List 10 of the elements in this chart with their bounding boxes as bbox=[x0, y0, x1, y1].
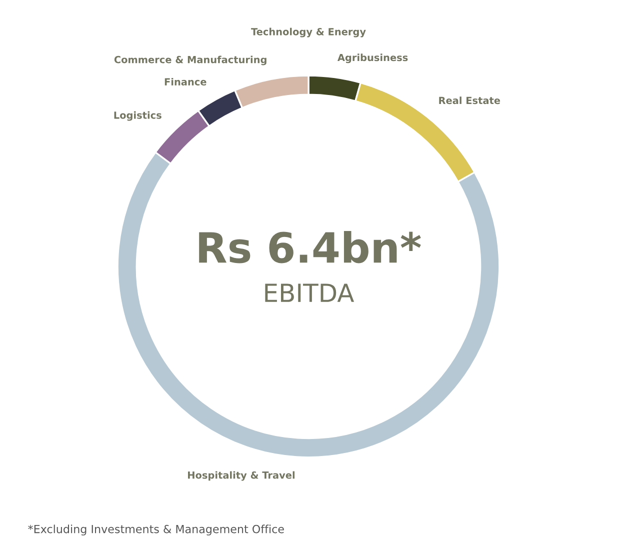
slice-label: Hospitality & Travel bbox=[188, 471, 294, 481]
text: Rs 6.4bn* bbox=[199, 230, 421, 264]
category-label: Technology & Energy bbox=[251, 28, 366, 38]
slice-label: Real Estate bbox=[439, 96, 500, 104]
slice-label: Commerce & Manufacturing bbox=[114, 56, 266, 66]
slice-label: Finance bbox=[164, 78, 206, 86]
text: *Excluding Investments & Management Office bbox=[28, 524, 284, 536]
text: EBITDA bbox=[265, 284, 354, 302]
slice-label: Logistics bbox=[114, 111, 162, 121]
slice-label: Agribusiness bbox=[337, 54, 408, 64]
